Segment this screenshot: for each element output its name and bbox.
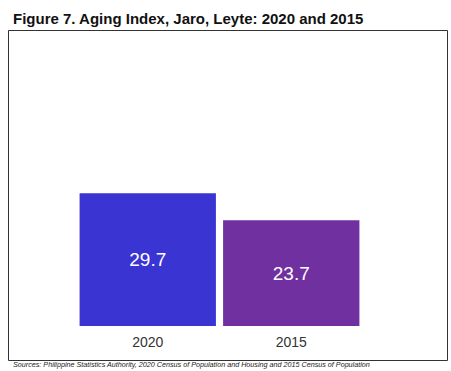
svg-text:29.7: 29.7 — [129, 249, 166, 270]
svg-text:23.7: 23.7 — [273, 263, 310, 284]
svg-text:2020: 2020 — [132, 334, 163, 350]
svg-text:2015: 2015 — [276, 334, 307, 350]
svg-text:Sources: Philippine Statistics: Sources: Philippine Statistics Authority… — [13, 360, 370, 369]
svg-text:Figure 7. Aging Index, Jaro, L: Figure 7. Aging Index, Jaro, Leyte: 2020… — [13, 10, 363, 27]
